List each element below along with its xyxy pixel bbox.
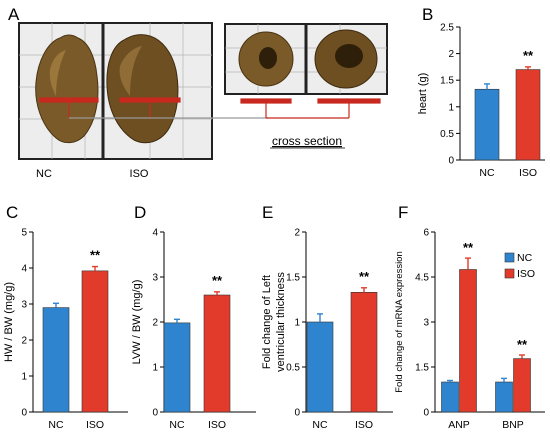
x-tick-label-d: NC [169,419,185,431]
x-tick-label-c: NC [48,419,64,431]
y-tick-label-b: 0.5 [440,129,454,140]
y-tick-label-b: 2 [448,49,454,60]
x-tick-label-f: ANP [448,419,470,431]
y-tick-label-f: 4.5 [415,273,429,284]
y-axis-label-f: Fold change of mRNA expression [394,251,405,393]
nc-cut-marker [39,97,99,103]
iso-heart-highlight [119,46,142,96]
iso-cross-section-lumen [335,44,363,68]
y-tick-label-c: 3 [21,300,27,311]
y-tick-label-c: 5 [21,228,27,239]
y-axis-label-e: ventricular thickness [275,272,287,372]
y-tick-label-c: 0 [21,408,27,419]
panel-label-f: F [398,203,408,222]
y-tick-label-e: 0 [294,408,300,419]
y-axis-label-c: HW / BW (mg/g) [3,282,15,362]
chart-e: 0 0.5 1 1.5 2 Fold change of Left ventricular … [261,228,393,431]
x-tick-label-c: ISO [86,419,104,431]
y-tick-label-d: 1 [152,363,158,374]
bar-b-iso [515,69,541,161]
y-axis-label-d: LVW / BW (mg/g) [131,280,143,365]
nc-heart-highlight [49,50,66,96]
x-tick-label-e: NC [312,419,328,431]
bar-f-bnp-iso [513,358,531,413]
x-tick-label-b: NC [479,167,495,179]
chart-d: 0 1 2 3 4 LVW / BW (mg/g) NC ** ISO [131,228,256,431]
bar-f-bnp-nc [495,381,513,413]
y-tick-label-b: 2.5 [440,23,454,34]
x-tick-label-f: BNP [502,419,524,431]
bar-d-iso [203,294,231,413]
y-tick-label-d: 4 [152,228,158,239]
bar-f-anp-nc [441,381,459,413]
bar-f-anp-iso [459,269,477,413]
y-tick-label-e: 2 [294,228,300,239]
panel-label-d: D [134,203,146,222]
y-tick-label-f: 1.5 [415,363,429,374]
significance-marker-e: ** [359,269,370,284]
iso-cut-marker [119,97,181,103]
significance-marker-c: ** [90,248,101,263]
bar-d-nc [163,322,191,413]
iso-section-marker [317,98,381,104]
y-tick-label-e: 0.5 [286,363,300,374]
legend-swatch-nc [504,252,515,263]
y-tick-label-b: 0 [448,156,454,167]
photo-panel: NC ISO cross section [18,22,388,180]
panel-label-b: B [422,5,433,24]
nc-heart-photo [35,34,99,144]
bar-e-nc [306,321,334,413]
cross-section-label: cross section [272,134,342,148]
y-tick-label-e: 1 [294,318,300,329]
y-tick-label-b: 1.5 [440,76,454,87]
y-tick-label-f: 0 [423,408,429,419]
significance-marker-f: ** [463,240,474,255]
legend-swatch-iso [504,268,515,279]
bar-c-nc [42,307,70,413]
y-axis-label-e: Fold change of Left [261,275,273,369]
legend-label-iso: ISO [517,268,535,280]
y-tick-label-e: 1.5 [286,273,300,284]
y-tick-label-d: 3 [152,273,158,284]
chart-f: 0 1.5 3 4.5 6 Fold change of mRNA expression *… [394,228,545,431]
bar-c-iso [81,270,109,413]
photo-label-iso: ISO [130,168,149,180]
y-tick-label-b: 1 [448,102,454,113]
panel-label-e: E [262,203,273,222]
y-axis-label-b: heart (g) [417,73,429,115]
bar-e-iso [350,291,378,413]
y-tick-label-c: 1 [21,372,27,383]
legend-label-nc: NC [517,252,533,264]
nc-section-marker [240,98,292,104]
nc-cross-section-lumen [259,47,277,69]
y-tick-label-f: 3 [423,318,429,329]
significance-marker-b: ** [523,48,534,63]
y-tick-label-d: 0 [152,408,158,419]
x-tick-label-b: ISO [519,167,537,179]
y-tick-label-c: 2 [21,336,27,347]
y-tick-label-c: 4 [21,264,27,275]
panel-label-a: A [8,5,20,24]
chart-b: 0 0.5 1 1.5 2 2.5 heart (g) NC ** ISO [417,23,545,179]
chart-c: 0 1 2 3 4 5 HW / BW (mg/g) NC ** ISO [3,228,128,431]
photo-label-nc: NC [36,168,52,180]
panel-label-c: C [6,203,18,222]
bar-b-nc [474,88,500,161]
x-tick-label-d: ISO [208,419,226,431]
section-markers [39,97,381,119]
y-tick-label-f: 6 [423,228,429,239]
significance-marker-f: ** [517,337,528,352]
y-tick-label-d: 2 [152,318,158,329]
significance-marker-d: ** [212,273,223,288]
x-tick-label-e: ISO [355,419,373,431]
